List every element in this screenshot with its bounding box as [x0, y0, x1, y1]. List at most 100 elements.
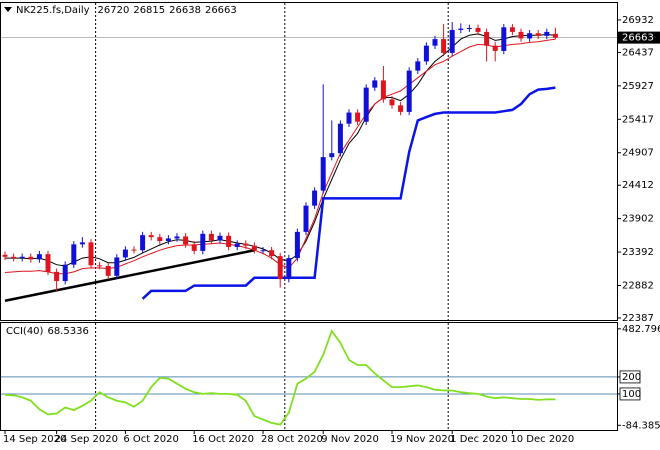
candle-body	[441, 39, 447, 53]
candle-body	[140, 235, 146, 251]
candle-body	[389, 99, 395, 106]
candle-body	[11, 256, 17, 259]
candle-body	[191, 244, 197, 251]
candle-body	[492, 45, 498, 51]
candle-body	[277, 256, 283, 280]
y-tick-label: 24412	[622, 180, 654, 191]
candle-body	[122, 249, 128, 258]
candle-body	[234, 243, 240, 247]
candle-body	[312, 190, 318, 206]
y-tick-label: 26437	[622, 47, 654, 58]
y-tick-label: 23392	[622, 247, 654, 258]
candle-body	[226, 235, 232, 247]
candle-body	[2, 254, 8, 257]
x-tick-label: 9 Nov 2020	[321, 434, 379, 445]
candle-body	[329, 153, 335, 158]
x-tick-label: 16 Oct 2020	[192, 434, 254, 445]
candle-body	[286, 258, 292, 280]
candle-body	[243, 243, 249, 246]
candle-body	[114, 257, 120, 276]
y-tick-label: 482.7966	[622, 324, 660, 335]
y-tick-label: 23902	[622, 214, 654, 225]
candle-body	[200, 233, 206, 251]
y-tick-label: 26932	[622, 15, 654, 26]
overlay-line	[141, 86, 556, 300]
candle-body	[208, 233, 214, 241]
candle-body	[97, 265, 103, 267]
candle-body	[320, 157, 326, 191]
candle-body	[260, 250, 266, 252]
candle-body	[217, 235, 223, 241]
candle-body	[71, 244, 77, 265]
y-tick-label: 25927	[622, 81, 654, 92]
candle-body	[527, 33, 533, 39]
symbol: NK225.fs,Daily	[16, 5, 90, 16]
cci-name: CCI(40)	[6, 326, 44, 337]
y-tick-label: 24907	[622, 148, 654, 159]
level-label-box	[619, 370, 641, 384]
candle-body	[54, 271, 60, 282]
x-tick-label: 10 Dec 2020	[510, 434, 574, 445]
candle-body	[535, 33, 541, 36]
candle-body	[544, 31, 550, 36]
candle-body	[131, 249, 137, 251]
candle-body	[432, 39, 438, 46]
y-tick-label: 100	[622, 389, 641, 400]
candle-body	[518, 31, 524, 39]
candle-body	[406, 70, 412, 112]
y-tick-label: 22387	[622, 313, 654, 324]
candle-body	[79, 242, 85, 245]
candle-body	[363, 87, 369, 122]
candle-body	[552, 33, 558, 38]
candle-body	[19, 256, 25, 259]
cci-title: CCI(40) 68.5336	[6, 326, 89, 337]
candle-body	[475, 27, 481, 32]
candle-body	[88, 242, 94, 266]
x-tick-label: 24 Sep 2020	[55, 434, 118, 445]
main-panel	[0, 2, 618, 321]
candle-body	[303, 205, 309, 232]
candle-body	[157, 237, 163, 242]
cci-value: 68.5336	[47, 326, 88, 337]
x-tick-label: 19 Nov 2020	[390, 434, 454, 445]
x-tick-label: 28 Oct 2020	[261, 434, 323, 445]
candle-body	[484, 31, 490, 46]
x-tick-label: 14 Sep 2020	[3, 434, 66, 445]
candle-body	[148, 235, 154, 238]
y-tick-label: 22882	[622, 281, 654, 292]
candle-body	[346, 112, 352, 124]
menu-icon[interactable]	[4, 7, 12, 12]
candle-body	[501, 27, 507, 51]
y-tick-label: -84.3857	[622, 420, 660, 431]
ohlc-close: 26663	[205, 5, 237, 16]
candle-body	[423, 45, 429, 62]
cci-line	[4, 329, 556, 426]
candle-body	[380, 80, 386, 100]
candle-body	[28, 256, 34, 260]
candle-body	[183, 236, 189, 245]
candle-body	[251, 245, 257, 251]
candle-body	[398, 105, 404, 112]
candle-body	[165, 238, 171, 242]
candle-body	[62, 264, 68, 282]
candle-body	[449, 29, 455, 53]
candle-body	[509, 27, 515, 32]
last-price-label: 26663	[622, 33, 654, 44]
last-price-box	[618, 31, 660, 44]
candle-body	[294, 231, 300, 259]
y-tick-label: 200	[622, 372, 641, 383]
x-tick-label: 6 Oct 2020	[123, 434, 178, 445]
ohlc-open: 26720	[98, 5, 130, 16]
candle-body	[372, 80, 378, 88]
candle-body	[36, 254, 42, 260]
candle-body	[355, 112, 361, 122]
trendline	[4, 249, 255, 302]
candle-body	[466, 27, 472, 29]
candle-body	[45, 254, 51, 272]
candle-body	[337, 123, 343, 154]
candle-body	[174, 236, 180, 239]
level-label-box	[619, 387, 641, 401]
chart-title: NK225.fs,Daily 26720 26815 26638 26663	[16, 5, 237, 16]
